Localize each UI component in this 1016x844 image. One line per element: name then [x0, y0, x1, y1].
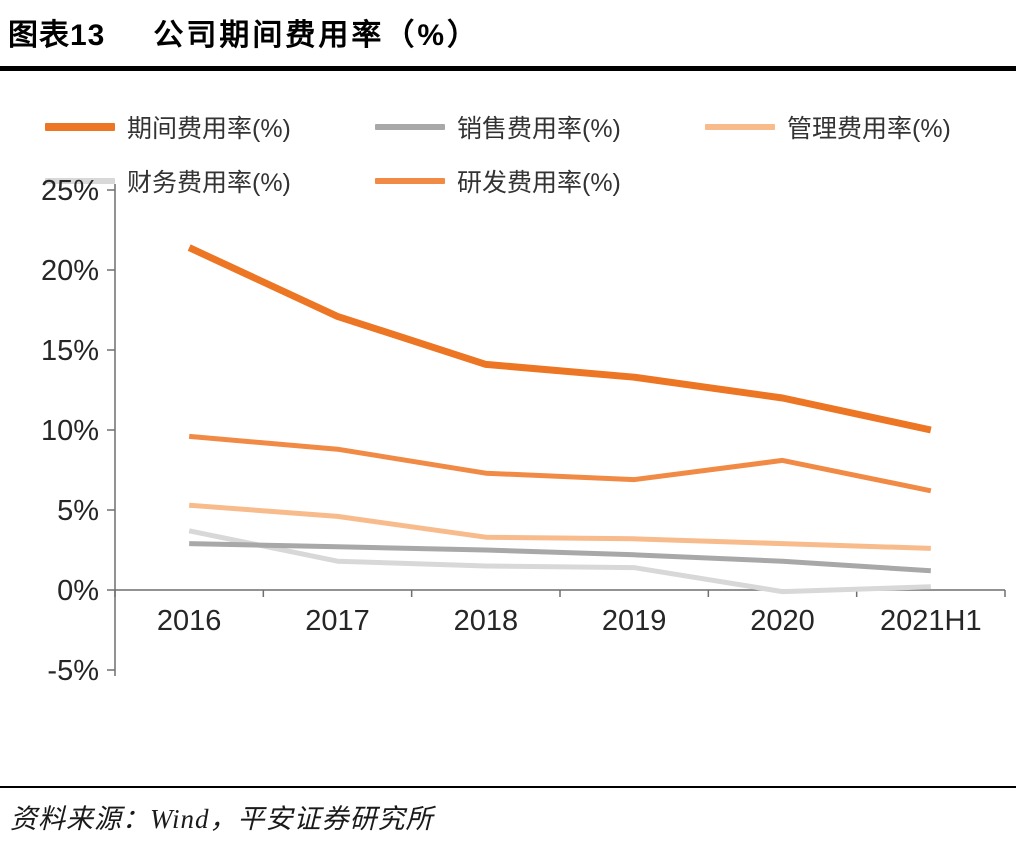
legend-label: 研发费用率(%) — [457, 169, 621, 197]
y-axis-label: 10% — [41, 415, 99, 447]
legend-label: 财务费用率(%) — [127, 169, 291, 197]
figure-number: 图表13 — [8, 19, 106, 52]
legend-item: 财务费用率(%) — [45, 163, 375, 199]
x-axis-label: 2016 — [157, 605, 222, 637]
legend-item: 管理费用率(%) — [705, 109, 1016, 145]
legend-item: 研发费用率(%) — [375, 163, 705, 199]
series-line-3 — [188, 528, 931, 595]
y-axis-label: 25% — [41, 175, 99, 207]
legend-swatch — [375, 178, 445, 184]
legend-item: 期间费用率(%) — [45, 109, 375, 145]
x-axis-label: 2019 — [602, 605, 667, 637]
figure-footer: 资料来源：Wind，平安证券研究所 — [0, 786, 1016, 844]
line-chart: 25% 20% 15% 10% 5% 0% -5% 2016 2017 2018 2019 2020 2… — [41, 175, 1006, 687]
x-axis-label: 2017 — [305, 605, 370, 637]
source-text: 资料来源：Wind，平安证券研究所 — [10, 804, 434, 834]
y-axis-label: 15% — [41, 335, 99, 367]
legend-label: 期间费用率(%) — [127, 115, 291, 143]
series-line-2 — [188, 502, 931, 551]
figure-title: 公司期间费用率（%） — [153, 19, 481, 52]
series-line-1 — [189, 541, 931, 574]
series-line-4 — [188, 433, 932, 494]
x-axis-label: 2020 — [750, 605, 815, 637]
y-axis-label: -5% — [47, 655, 99, 687]
legend-swatch — [45, 178, 115, 184]
chart-area: 25% 20% 15% 10% 5% 0% -5% 2016 2017 2018 2019 2020 2… — [0, 170, 1016, 690]
legend-swatch — [375, 124, 445, 130]
legend-label: 管理费用率(%) — [787, 115, 951, 143]
legend-swatch — [705, 124, 775, 130]
x-axis-label: 2021H1 — [880, 605, 982, 637]
y-axis-label: 5% — [57, 495, 99, 527]
x-axis-label: 2018 — [454, 605, 519, 637]
legend-item: 销售费用率(%) — [375, 109, 705, 145]
figure-header: 图表13 公司期间费用率（%） — [0, 0, 1016, 71]
series-line-0 — [187, 244, 932, 434]
legend-label: 销售费用率(%) — [457, 115, 621, 143]
y-axis-label: 0% — [57, 575, 99, 607]
chart-legend: 期间费用率(%) 销售费用率(%) 管理费用率(%) 财务费用率(%) 研发费用率(%) — [45, 109, 1016, 199]
y-axis-label: 20% — [41, 255, 99, 287]
legend-swatch — [45, 123, 115, 131]
